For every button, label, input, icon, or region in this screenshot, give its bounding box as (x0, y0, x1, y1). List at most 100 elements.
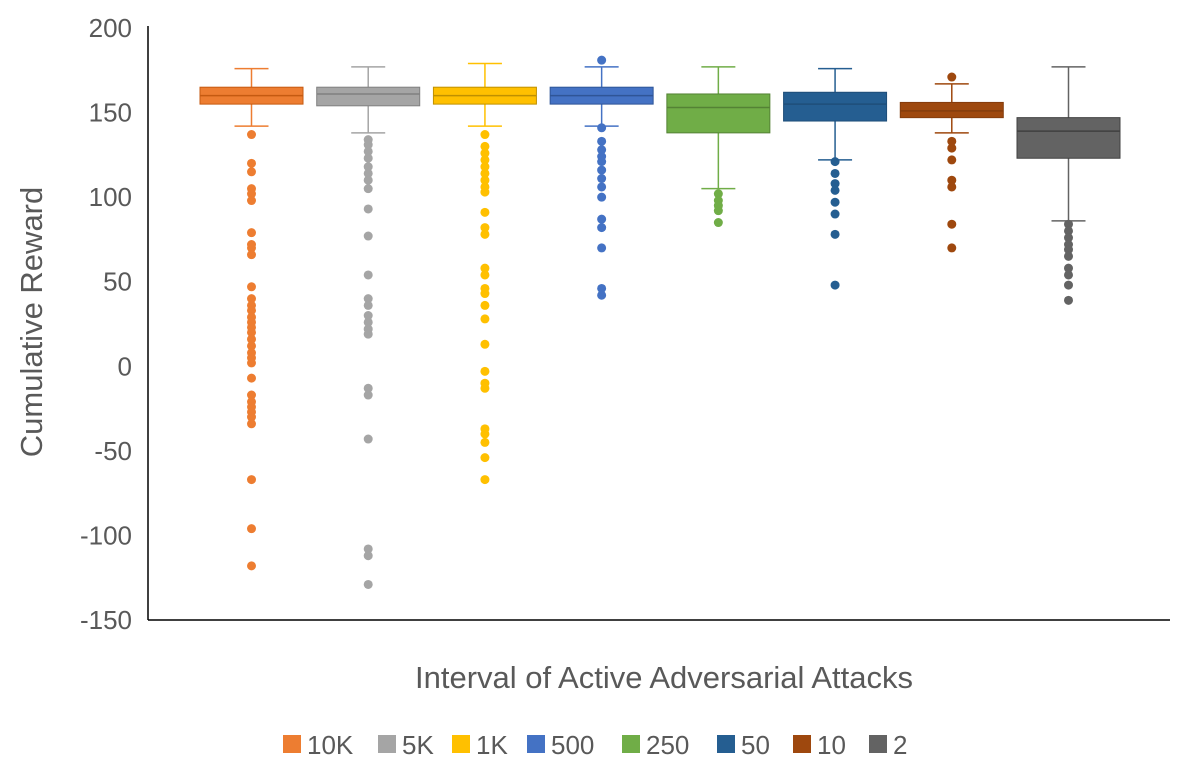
outlier-point (830, 157, 840, 167)
box-iqr (783, 91, 888, 122)
outlier-point (363, 311, 373, 321)
outlier-point (247, 412, 256, 422)
outlier-point (947, 72, 957, 82)
box-iqr (1016, 117, 1121, 159)
outlier-point (480, 339, 490, 349)
box-5K (316, 66, 421, 589)
outlier-point (830, 209, 840, 219)
legend-swatch-10K (283, 735, 301, 753)
y-axis-title: Cumulative Reward (14, 187, 49, 458)
y-tick-label: 100 (89, 182, 132, 212)
outlier-point (830, 280, 840, 290)
outlier-point (247, 282, 256, 292)
outlier-point (947, 136, 957, 146)
outlier-point (597, 157, 607, 167)
outlier-point (363, 184, 373, 194)
outlier-point (480, 366, 490, 376)
outlier-point (1064, 280, 1073, 290)
legend-label-5K: 5K (402, 730, 434, 760)
outlier-point (247, 358, 256, 368)
outlier-point (480, 263, 490, 273)
outlier-point (480, 207, 490, 217)
outlier-point (1064, 251, 1073, 261)
legend-swatch-10 (793, 735, 811, 753)
outlier-point (247, 228, 256, 238)
outlier-point (830, 185, 840, 195)
outlier-point (363, 162, 373, 172)
outlier-point (247, 475, 256, 485)
outlier-point (247, 419, 256, 429)
outlier-point (480, 300, 490, 310)
outlier-point (597, 243, 607, 253)
outlier-point (597, 182, 607, 192)
outlier-point (247, 294, 256, 304)
legend-label-500: 500 (551, 730, 594, 760)
y-tick-label: 50 (103, 267, 132, 297)
outlier-point (597, 123, 607, 133)
box-1K (432, 62, 537, 485)
outlier-point (363, 579, 373, 589)
outlier-point (1064, 263, 1073, 273)
outlier-point (480, 175, 490, 185)
outlier-point (363, 300, 373, 310)
box-iqr (666, 93, 771, 134)
outlier-point (363, 544, 373, 554)
outlier-point (480, 270, 490, 280)
outlier-point (363, 168, 373, 178)
outlier-point (247, 334, 256, 344)
legend-label-10: 10 (817, 730, 846, 760)
legend-swatch-500 (527, 735, 545, 753)
box-50 (783, 67, 888, 290)
legend-label-2: 2 (893, 730, 907, 760)
box-iqr (316, 86, 421, 107)
outlier-point (713, 206, 723, 216)
outlier-point (830, 179, 840, 189)
outlier-point (363, 231, 373, 241)
outlier-point (247, 373, 256, 383)
outlier-point (480, 475, 490, 485)
legend-label-50: 50 (741, 730, 770, 760)
outlier-point (830, 229, 840, 239)
outlier-point (247, 130, 256, 140)
box-500 (549, 55, 654, 300)
y-tick-label: 150 (89, 98, 132, 128)
outlier-point (1064, 295, 1073, 305)
outlier-point (247, 561, 256, 571)
outlier-point (480, 229, 490, 239)
outlier-point (363, 204, 373, 214)
outlier-point (947, 175, 957, 185)
legend-label-250: 250 (646, 730, 689, 760)
outlier-point (247, 189, 256, 199)
outlier-point (1064, 226, 1073, 236)
outlier-point (597, 55, 607, 65)
box-iqr (899, 101, 1004, 119)
outlier-point (713, 189, 723, 199)
y-tick-label: -150 (80, 605, 132, 635)
outlier-point (247, 327, 256, 337)
outlier-point (597, 136, 607, 146)
legend-swatch-250 (622, 735, 640, 753)
y-tick-label: -100 (80, 520, 132, 550)
outlier-point (597, 214, 607, 224)
outlier-point (597, 290, 607, 300)
outlier-point (597, 145, 607, 155)
outlier-point (363, 390, 373, 400)
outlier-point (480, 223, 490, 233)
outlier-point (1064, 245, 1073, 255)
outlier-point (363, 294, 373, 304)
outlier-point (480, 383, 490, 393)
outlier-point (597, 165, 607, 175)
outlier-point (947, 219, 957, 229)
outlier-point (363, 153, 373, 163)
outlier-point (247, 305, 256, 315)
outlier-point (1064, 270, 1073, 280)
outlier-point (363, 270, 373, 280)
outlier-point (363, 551, 373, 561)
legend-swatch-1K (452, 735, 470, 753)
outlier-point (247, 158, 256, 168)
outlier-point (830, 168, 840, 178)
y-tick-label: 0 (118, 351, 132, 381)
outlier-point (947, 243, 957, 253)
outlier-point (480, 289, 490, 299)
